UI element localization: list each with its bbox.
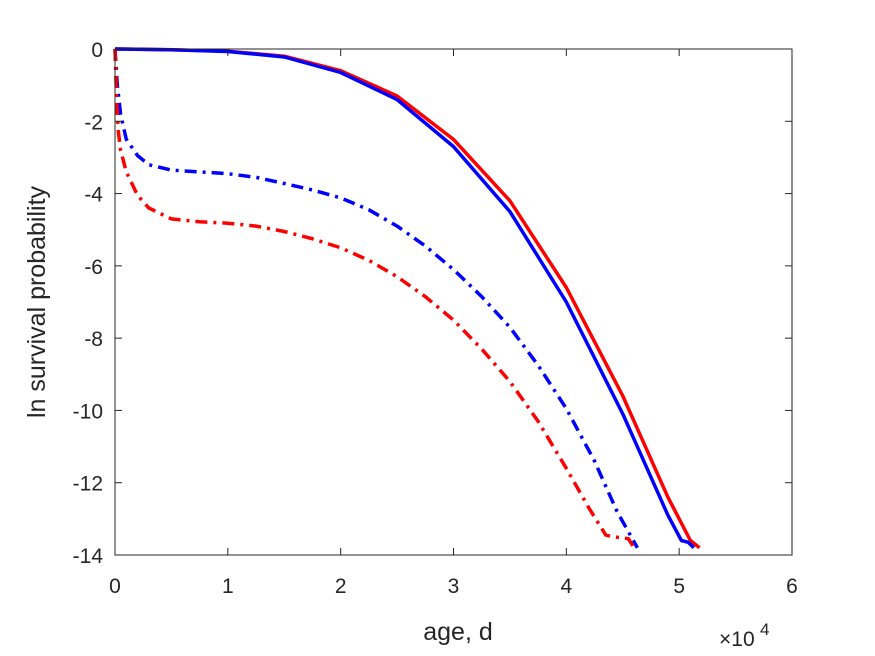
y-tick-label: -6 [84, 256, 103, 279]
x-tick-label: 3 [448, 575, 460, 598]
x-exponent-power: 4 [760, 620, 769, 639]
y-tick-label: -12 [73, 473, 103, 496]
y-tick-label: -8 [84, 328, 103, 351]
x-axis-label: age, d [423, 618, 493, 646]
series-line-1 [114, 47, 701, 550]
x-exponent-base: ×10 [719, 628, 755, 651]
y-tick-label: 0 [91, 39, 103, 62]
y-tick-label: -14 [73, 545, 104, 568]
x-tick-label: 1 [222, 575, 234, 598]
series-line-2 [114, 47, 696, 550]
x-tick-label: 6 [786, 575, 798, 598]
series-layer [113, 47, 701, 550]
series-line-3 [113, 48, 639, 549]
y-tick-label: -2 [84, 111, 103, 134]
axes-box [114, 48, 793, 556]
y-axis-label: ln survival probability [23, 185, 51, 418]
x-tick-label: 4 [560, 575, 572, 598]
x-exponent-label: ×10 4 [719, 620, 769, 651]
plot-area: 0 1 2 3 4 5 6 0 -2 -4 -6 -8 -10 -12 -14 [73, 39, 798, 598]
series-line-4 [113, 48, 636, 549]
x-tick-label: 2 [335, 575, 347, 598]
x-ticks: 0 1 2 3 4 5 6 [109, 49, 798, 598]
x-tick-label: 0 [109, 575, 121, 598]
y-tick-label: -4 [84, 184, 103, 207]
y-ticks: 0 -2 -4 -6 -8 -10 -12 -14 [73, 39, 792, 568]
x-tick-label: 5 [673, 575, 685, 598]
y-tick-label: -10 [73, 400, 103, 423]
